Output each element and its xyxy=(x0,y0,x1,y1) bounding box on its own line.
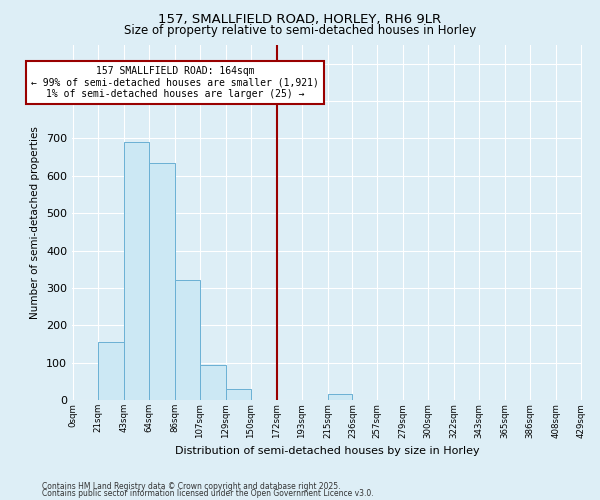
Bar xyxy=(124,142,149,400)
Bar xyxy=(149,162,175,400)
Text: Size of property relative to semi-detached houses in Horley: Size of property relative to semi-detach… xyxy=(124,24,476,37)
X-axis label: Distribution of semi-detached houses by size in Horley: Distribution of semi-detached houses by … xyxy=(175,446,479,456)
Bar xyxy=(98,342,124,400)
Text: 157, SMALLFIELD ROAD, HORLEY, RH6 9LR: 157, SMALLFIELD ROAD, HORLEY, RH6 9LR xyxy=(158,12,442,26)
Text: Contains public sector information licensed under the Open Government Licence v3: Contains public sector information licen… xyxy=(42,489,374,498)
Y-axis label: Number of semi-detached properties: Number of semi-detached properties xyxy=(31,126,40,319)
Bar xyxy=(226,389,251,400)
Bar xyxy=(200,364,226,400)
Bar xyxy=(328,394,352,400)
Text: Contains HM Land Registry data © Crown copyright and database right 2025.: Contains HM Land Registry data © Crown c… xyxy=(42,482,341,491)
Bar xyxy=(175,280,200,400)
Text: 157 SMALLFIELD ROAD: 164sqm
← 99% of semi-detached houses are smaller (1,921)
1%: 157 SMALLFIELD ROAD: 164sqm ← 99% of sem… xyxy=(31,66,319,99)
